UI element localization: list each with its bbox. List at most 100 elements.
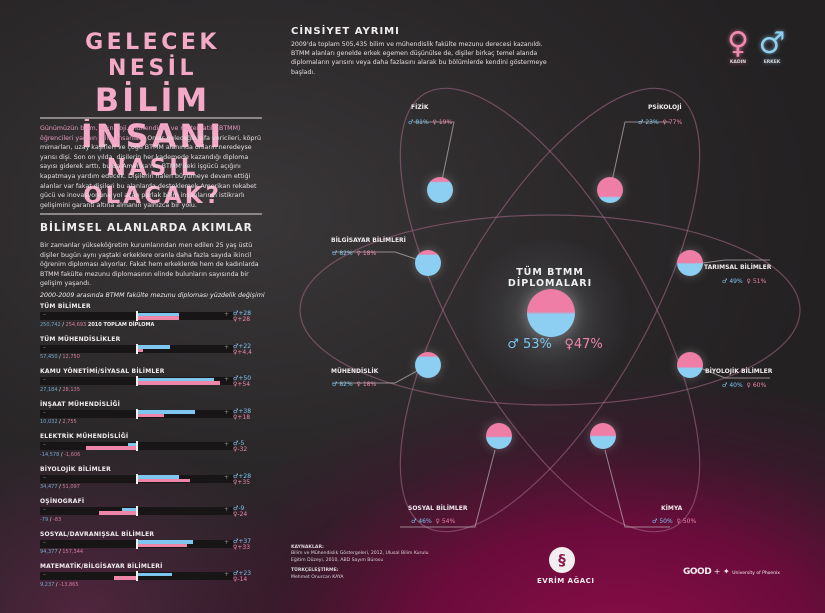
field-female-pct: 54%: [441, 518, 456, 525]
male-bar: [136, 540, 194, 544]
male-icon: ♂: [233, 472, 239, 480]
translation-title: TÜRKÇELEŞTİRME:: [291, 568, 339, 574]
field-label: TARIMSAL BİLİMLER: [704, 264, 772, 271]
male-pct: +37: [238, 537, 252, 545]
dna-icon: §: [549, 547, 575, 573]
intro-highlight: Günümüzün bilim, teknoloji, mühendislik …: [40, 125, 241, 142]
female-bar: [114, 576, 136, 580]
divider: [40, 117, 262, 119]
minus-sign: –: [43, 571, 46, 578]
female-pct: +4,4: [237, 348, 252, 356]
trend-label: OŞİNOGRAFİ: [40, 498, 85, 505]
female-count: 12,750: [62, 354, 80, 360]
female-bar: [136, 413, 164, 417]
female-count: 157,344: [62, 549, 84, 555]
female-bar: [136, 316, 180, 320]
female-icon: ♀: [435, 518, 440, 525]
male-pct: -5: [238, 440, 245, 447]
field-male-pct: 49%: [729, 278, 743, 285]
minus-sign: –: [43, 343, 46, 351]
male-bar: [136, 475, 180, 479]
female-count: 51,097: [62, 484, 80, 490]
trend-values: ♂-9 ♀-24: [233, 506, 247, 518]
male-bar: [136, 312, 180, 316]
trend-row: TÜM BİLİMLER – + ♂+28 ♀+28 250,742 / 254…: [40, 303, 290, 336]
female-count: 254,693: [65, 321, 87, 328]
female-icon: ♀: [233, 446, 238, 453]
trend-row: TÜM MÜHENDİSLİKLER – + ♂+22 ♀+4,4 57,450…: [40, 336, 290, 369]
gender-title: CİNSİYET AYRIMI: [291, 26, 400, 37]
minus-sign: –: [43, 506, 46, 513]
field-female-pct: 77%: [668, 119, 683, 126]
male-count: 250,742: [40, 321, 61, 328]
male-pct: +50: [238, 375, 252, 382]
field-percentages: ♂ 40% ♀ 60%: [722, 382, 766, 389]
trend-row: İNŞAAT MÜHENDİSLİĞİ – + ♂+38 ♀+18 10,032…: [40, 401, 290, 434]
zero-line: [136, 408, 138, 419]
plus-sign: +: [223, 408, 229, 416]
male-icon: ♂: [408, 119, 414, 126]
male-icon: ♂: [507, 337, 519, 352]
field-female-pct: 51%: [752, 278, 767, 285]
trend-row: SOSYAL/DAVRANIŞSAL BİLİMLER – + ♂+37 ♀+3…: [40, 531, 290, 564]
female-icon: ♀: [233, 381, 238, 388]
female-pct: -24: [237, 511, 248, 518]
plus-sign: +: [223, 506, 229, 513]
female-count: -13,865: [59, 581, 79, 588]
minus-sign: –: [43, 538, 46, 546]
male-count: 9,237: [40, 581, 55, 588]
female-icon: ♀: [233, 576, 238, 583]
male-icon: ♂: [652, 518, 658, 525]
trend-label: BİYOLOJİK BİLİMLER: [40, 465, 111, 473]
zero-line: [136, 506, 138, 516]
plus-sign: +: [223, 441, 229, 448]
trend-row: MATEMATİK/BİLGİSAYAR BİLİMLERİ – + ♂+23 …: [40, 563, 290, 596]
gender-body: 2009'da toplam 505,435 bilim ve mühendis…: [291, 41, 547, 76]
plus-sign: +: [223, 538, 229, 546]
male-icon: ♂: [758, 26, 786, 61]
field-percentages: ♂ 82% ♀ 18%: [332, 381, 376, 388]
field-male-pct: 46%: [418, 518, 432, 525]
male-count: 34,477: [40, 484, 58, 490]
zero-line: [136, 473, 138, 484]
trend-values: ♂+28 ♀+35: [233, 472, 251, 486]
phoenix-logo[interactable]: University of Phoenix: [732, 571, 780, 576]
female-pct: +18: [237, 413, 251, 421]
trend-label: MATEMATİK/BİLGİSAYAR BİLİMLERİ: [40, 563, 163, 570]
male-pct: -9: [238, 505, 245, 512]
female-icon: ♀: [233, 413, 238, 421]
field-percentages: ♂ 50% ♀ 50%: [652, 518, 696, 525]
intro-text: Onlar geleceğin şifa vericileri, köprü m…: [40, 134, 261, 209]
zero-line: [136, 571, 138, 581]
minus-sign: –: [43, 311, 46, 318]
male-bar: [122, 507, 136, 511]
field-percentages: ♂ 49% ♀ 51%: [722, 278, 766, 285]
center-male-pct: 53%: [523, 337, 552, 352]
field-label: BİLGİSAYAR BİLİMLERİ: [331, 237, 406, 244]
evrim-agaci-logo[interactable]: § EVRİM AĞACI: [537, 547, 594, 585]
trend-counts: 250,742 / 254,693 2010 TOPLAM DİPLOMA: [40, 321, 155, 328]
trend-values: ♂+50 ♀+54: [233, 376, 251, 388]
female-icon: ♀: [233, 543, 238, 551]
female-icon: ♀: [746, 382, 751, 389]
female-count: -1,606: [64, 451, 81, 458]
trend-values: ♂+37 ♀+33: [233, 537, 252, 551]
sources-line-2: Eğitim Düzeyi, 2010, ABD Sayım Bürosu: [291, 557, 384, 563]
field-node: [677, 250, 703, 276]
trend-label: SOSYAL/DAVRANIŞSAL BİLİMLER: [40, 530, 155, 538]
male-pct: +22: [238, 342, 252, 350]
field-male-pct: 50%: [659, 518, 673, 525]
female-bar: [136, 478, 191, 482]
trend-values: ♂+22 ♀+4,4: [233, 342, 252, 356]
center-female-pct: 47%: [573, 337, 603, 352]
field-female-pct: 18%: [362, 250, 377, 257]
male-icon: ♂: [233, 537, 239, 545]
center-percentages: ♂ 53% ♀47%: [500, 337, 610, 352]
good-logo[interactable]: GOOD: [683, 567, 712, 577]
center-title: TÜM BTMM DİPLOMALARI: [507, 267, 593, 289]
male-icon: ♂: [722, 278, 728, 285]
field-label: BİYOLOJİK BİLİMLER: [705, 368, 773, 375]
trend-label: ELEKTRİK MÜHENDİSLİĞİ: [40, 433, 129, 440]
field-female-pct: 19%: [438, 119, 453, 126]
minus-sign: –: [43, 441, 46, 448]
